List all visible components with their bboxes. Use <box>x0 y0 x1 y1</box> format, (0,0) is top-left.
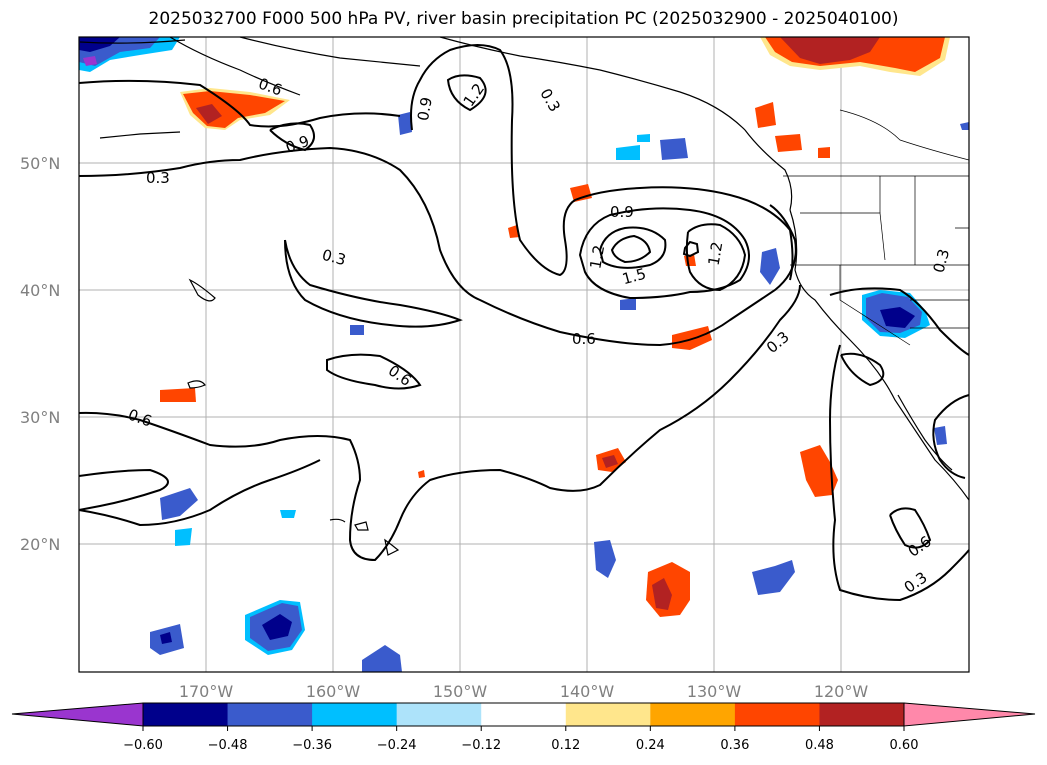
colorbar-segment <box>734 703 820 726</box>
contour-label: 0.3 <box>320 246 348 270</box>
colorbar-tick-label: 0.60 <box>890 738 919 753</box>
colorbar-extend-left <box>11 702 144 727</box>
colorbar-segment <box>312 703 398 726</box>
colorbar-tick-label: 0.36 <box>720 738 749 753</box>
lat-label: 50°N <box>20 154 60 173</box>
precip-shading <box>79 37 969 672</box>
colorbar-segment <box>396 703 482 726</box>
colorbar-tick-label: −0.60 <box>123 738 163 753</box>
pv-contours <box>78 44 970 602</box>
lon-label: 150°W <box>433 682 488 701</box>
lat-label: 20°N <box>20 535 60 554</box>
colorbar-extend-right <box>903 702 1036 727</box>
colorbar-segment <box>227 703 313 726</box>
lat-label: 30°N <box>20 408 60 427</box>
coastlines <box>79 36 970 556</box>
plot-frame <box>78 36 970 673</box>
lon-label: 160°W <box>306 682 361 701</box>
colorbar-segment <box>819 703 905 726</box>
colorbar-tick-label: 0.12 <box>551 738 580 753</box>
lon-label: 120°W <box>814 682 869 701</box>
contour-label: 0.9 <box>414 96 436 123</box>
lon-label: 130°W <box>687 682 742 701</box>
lat-labels: 50°N 40°N 30°N 20°N <box>20 154 60 554</box>
colorbar-segment <box>143 703 229 726</box>
colorbar-segment <box>481 703 567 726</box>
colorbar-segment <box>650 703 736 726</box>
lon-label: 170°W <box>179 682 234 701</box>
map-title: 2025032700 F000 500 hPa PV, river basin … <box>148 9 899 29</box>
colorbar-tick-label: 0.24 <box>636 738 665 753</box>
colorbar-tick-label: −0.48 <box>208 738 248 753</box>
colorbar-tick-label: −0.24 <box>377 738 417 753</box>
contour-label: 0.3 <box>146 169 170 187</box>
lat-label: 40°N <box>20 281 60 300</box>
colorbar-segment <box>565 703 651 726</box>
plot-area <box>79 37 969 672</box>
colorbar: −0.60 −0.48 −0.36 −0.24 −0.12 0.12 0.24 0.36 0.4… <box>11 702 1036 753</box>
colorbar-frame <box>142 702 905 727</box>
colorbar-tick-label: −0.36 <box>292 738 332 753</box>
colorbar-tick-label: 0.48 <box>805 738 834 753</box>
contour-label: 1.2 <box>586 244 608 271</box>
lon-label: 140°W <box>560 682 615 701</box>
colorbar-tick-label: −0.12 <box>461 738 501 753</box>
contour-label: 0.6 <box>572 330 596 348</box>
lon-labels: 170°W 160°W 150°W 140°W 130°W 120°W <box>179 682 869 701</box>
borders <box>783 109 970 346</box>
contour-label: 1.2 <box>705 240 727 267</box>
contour-label: 0.3 <box>930 247 954 275</box>
contour-label: 1.5 <box>620 265 648 289</box>
contour-label: 0.9 <box>610 203 634 221</box>
